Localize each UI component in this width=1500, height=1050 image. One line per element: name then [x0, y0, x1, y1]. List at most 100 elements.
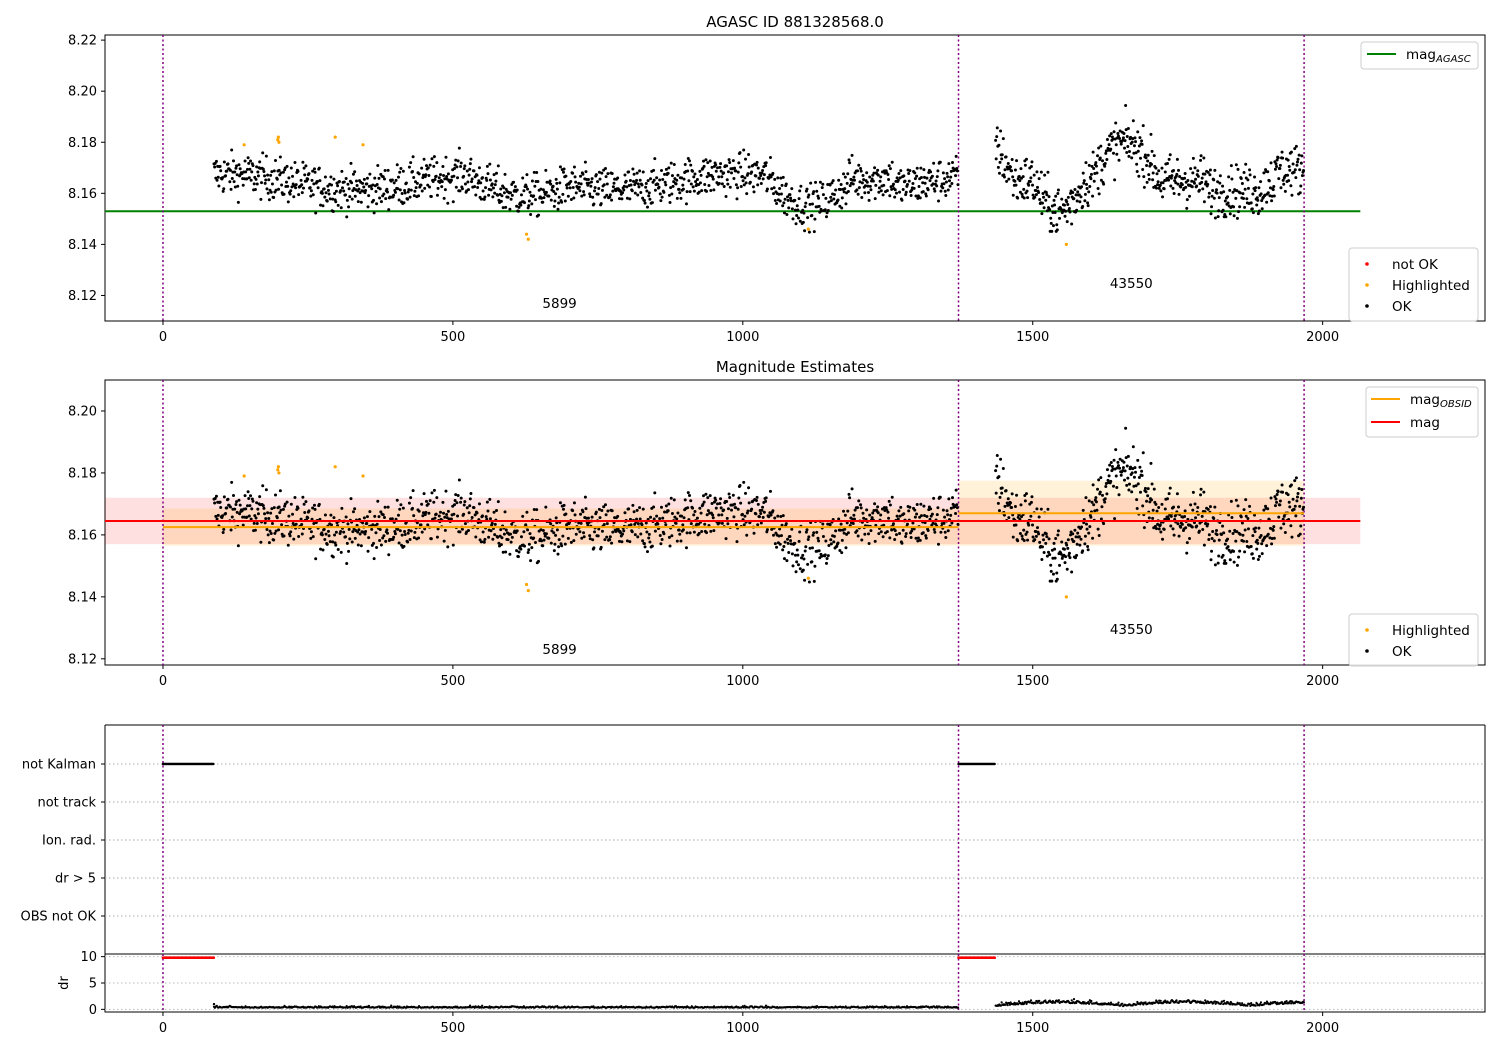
- data-point: [1071, 532, 1075, 536]
- data-point: [502, 532, 506, 536]
- data-point: [1294, 514, 1298, 518]
- data-point: [571, 509, 575, 513]
- dr-point: [1087, 1002, 1091, 1005]
- data-point: [904, 534, 908, 538]
- data-point: [365, 176, 369, 180]
- data-point: [697, 522, 701, 526]
- data-point: [1116, 460, 1120, 464]
- data-point: [728, 185, 732, 189]
- data-point: [435, 161, 439, 165]
- data-point: [420, 166, 424, 170]
- x-tick-label: 1000: [726, 1021, 759, 1036]
- data-point: [885, 189, 889, 193]
- data-point: [263, 521, 267, 525]
- data-point: [1228, 529, 1232, 533]
- data-point: [600, 188, 604, 192]
- data-point: [378, 196, 382, 200]
- data-point: [1185, 198, 1189, 202]
- x-tick-label: 500: [440, 674, 465, 689]
- data-point: [739, 184, 743, 188]
- data-point: [1211, 529, 1215, 533]
- data-point: [865, 171, 869, 175]
- data-point: [334, 189, 338, 193]
- data-point: [1288, 505, 1292, 509]
- data-point: [932, 496, 936, 500]
- data-point: [759, 511, 763, 515]
- observation-label: 43550: [1110, 622, 1153, 638]
- data-point: [508, 552, 512, 556]
- data-point: [779, 192, 783, 196]
- data-point: [1212, 539, 1216, 543]
- data-point: [847, 492, 851, 496]
- data-point: [1251, 211, 1255, 215]
- data-point: [446, 172, 450, 176]
- data-point: [1298, 168, 1302, 172]
- data-point: [1097, 146, 1101, 150]
- data-point: [1102, 182, 1106, 186]
- data-point: [827, 200, 831, 204]
- data-point: [1272, 536, 1276, 540]
- data-point: [733, 166, 737, 170]
- data-point: [1281, 156, 1285, 160]
- data-point: [1017, 174, 1021, 178]
- data-point: [350, 181, 354, 185]
- data-point: [1053, 556, 1057, 560]
- data-point: [663, 172, 667, 176]
- data-point: [698, 506, 702, 510]
- data-point: [648, 197, 652, 201]
- data-point: [840, 538, 844, 542]
- data-point: [806, 216, 810, 220]
- data-point: [351, 172, 355, 176]
- data-point: [1161, 537, 1165, 541]
- data-point: [1020, 534, 1024, 538]
- data-point: [742, 148, 746, 152]
- data-point: [429, 537, 433, 541]
- data-point: [636, 193, 640, 197]
- data-point: [805, 528, 809, 532]
- data-point: [1300, 174, 1304, 178]
- data-point: [399, 166, 403, 170]
- data-point: [401, 169, 405, 173]
- data-point: [813, 217, 817, 221]
- data-point: [1302, 169, 1306, 173]
- data-point: [681, 523, 685, 527]
- data-point: [231, 159, 235, 163]
- data-point: [1032, 173, 1036, 177]
- data-point: [873, 539, 877, 543]
- data-point: [1096, 154, 1100, 158]
- data-point: [316, 186, 320, 190]
- data-point: [400, 533, 404, 537]
- data-point: [1056, 191, 1060, 195]
- data-point: [311, 169, 315, 173]
- data-point: [1116, 132, 1120, 136]
- data-point: [652, 178, 656, 182]
- observation-label: 5899: [542, 296, 576, 312]
- data-point: [409, 161, 413, 165]
- data-point: [272, 195, 276, 199]
- data-point: [267, 198, 271, 202]
- data-point: [769, 513, 773, 517]
- data-point: [306, 177, 310, 181]
- data-point: [1199, 158, 1203, 162]
- data-point: [870, 516, 874, 520]
- flag-label: Ion. rad.: [42, 834, 96, 849]
- data-point: [359, 544, 363, 548]
- data-point: [695, 178, 699, 182]
- data-point: [296, 169, 300, 173]
- data-point: [1145, 180, 1149, 184]
- data-point: [914, 536, 918, 540]
- data-point: [779, 534, 783, 538]
- data-point: [571, 186, 575, 190]
- data-point: [664, 167, 668, 171]
- data-point: [893, 195, 897, 199]
- data-point: [554, 192, 558, 196]
- data-point: [1078, 543, 1082, 547]
- data-point: [760, 171, 764, 175]
- data-point: [477, 502, 481, 506]
- data-point: [1190, 525, 1194, 529]
- data-point: [1287, 164, 1291, 168]
- data-point: [1067, 206, 1071, 210]
- data-point: [504, 187, 508, 191]
- data-point: [442, 539, 446, 543]
- data-point: [539, 187, 543, 191]
